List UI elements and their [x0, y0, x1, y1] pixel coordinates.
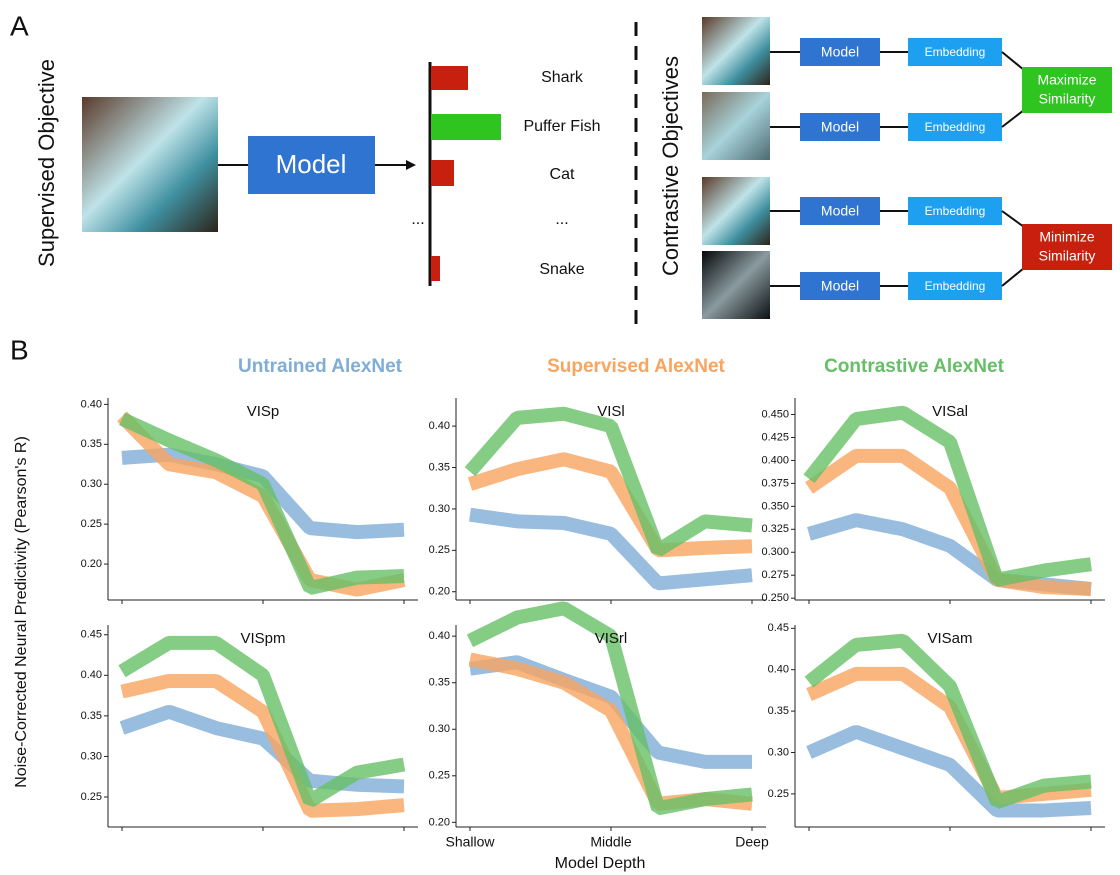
y-tick-label: 0.20	[429, 816, 450, 828]
legend-entry: Contrastive AlexNet	[824, 356, 1005, 377]
minimize-label: Similarity	[1039, 248, 1096, 264]
y-tick-label: 0.35	[81, 710, 102, 722]
contrastive-title: Contrastive Objectives	[658, 56, 683, 276]
y-tick-label: 0.450	[761, 408, 789, 420]
contrastive-rows: Model Embedding Model Embedding Model Embeddi…	[770, 38, 1002, 300]
y-tick-label: 0.45	[768, 622, 789, 634]
y-tick-label: 0.35	[81, 438, 102, 450]
y-tick-label: 0.35	[429, 461, 450, 473]
y-tick-label: 0.40	[429, 630, 450, 642]
y-tick-label: 0.325	[761, 523, 789, 535]
y-tick-label: 0.30	[429, 723, 450, 735]
class-label: Puffer Fish	[523, 118, 600, 135]
minimize-label: Minimize	[1039, 229, 1094, 245]
y-tick-label: 0.45	[81, 629, 102, 641]
y-tick-label: 0.35	[768, 705, 789, 717]
y-tick-label: 0.20	[81, 558, 102, 570]
maximize-label: Maximize	[1037, 72, 1096, 88]
x-axis-label: Model Depth	[555, 855, 646, 872]
chart-title: VISrl	[595, 630, 628, 647]
legend-entry: Untrained AlexNet	[238, 356, 403, 377]
chart-title: VISpm	[240, 630, 285, 647]
connector	[1002, 268, 1024, 286]
chart-title: VISp	[247, 403, 280, 420]
supervised-title: Supervised Objective	[34, 59, 59, 267]
y-tick-label: 0.250	[761, 592, 789, 604]
y-tick-label: 0.30	[81, 750, 102, 762]
y-tick-label: 0.30	[768, 746, 789, 758]
class-bar	[431, 160, 454, 186]
chart-title: VISal	[932, 403, 968, 420]
x-tick-label: Shallow	[445, 834, 495, 850]
y-tick-label: 0.400	[761, 454, 789, 466]
y-tick-label: 0.40	[429, 420, 450, 432]
image	[702, 17, 770, 85]
x-tick-label: Middle	[590, 834, 631, 850]
chart-title: VISam	[927, 630, 972, 647]
class-bar	[431, 66, 468, 90]
embedding-label: Embedding	[925, 204, 986, 218]
y-tick-label: 0.25	[429, 770, 450, 782]
image	[702, 177, 770, 245]
y-tick-label: 0.25	[768, 788, 789, 800]
band-line	[809, 520, 1091, 589]
y-tick-label: 0.30	[429, 503, 450, 515]
y-tick-label: 0.25	[81, 791, 102, 803]
y-tick-label: 0.30	[81, 478, 102, 490]
image	[702, 92, 770, 160]
model-label: Model	[821, 203, 859, 219]
connector	[1002, 211, 1024, 227]
bar-ellipsis: ...	[411, 211, 424, 228]
class-label: Cat	[550, 166, 575, 183]
embedding-label: Embedding	[925, 120, 986, 134]
y-tick-label: 0.300	[761, 546, 789, 558]
y-tick-label: 0.25	[429, 544, 450, 556]
model-label: Model	[821, 278, 859, 294]
connector	[1002, 52, 1024, 70]
x-tick-label: Deep	[735, 834, 769, 850]
y-tick-label: 0.25	[81, 518, 102, 530]
class-label: Shark	[541, 69, 584, 86]
connector	[1002, 110, 1024, 127]
embedding-label: Embedding	[925, 279, 986, 293]
legend-entry: Supervised AlexNet	[547, 356, 725, 377]
y-tick-label: 0.425	[761, 431, 789, 443]
y-tick-label: 0.35	[429, 677, 450, 689]
class-bar	[431, 114, 501, 140]
band-line	[470, 659, 752, 803]
panel-label: B	[10, 334, 29, 365]
y-tick-label: 0.40	[81, 669, 102, 681]
fish-image	[82, 97, 218, 232]
y-axis-label: Noise-Corrected Neural Predictivity (Pea…	[13, 436, 30, 788]
figure: A Supervised Objective Model ... Shark P…	[0, 0, 1120, 875]
class-bar	[431, 256, 440, 281]
y-tick-label: 0.275	[761, 569, 789, 581]
class-label: ...	[555, 211, 568, 228]
image	[702, 251, 770, 319]
maximize-label: Similarity	[1039, 91, 1096, 107]
y-tick-label: 0.350	[761, 500, 789, 512]
model-label: Model	[821, 119, 859, 135]
chart-title: VISl	[597, 403, 625, 420]
arrow-head	[406, 160, 416, 170]
class-label: Snake	[539, 261, 584, 278]
embedding-label: Embedding	[925, 45, 986, 59]
y-tick-label: 0.40	[768, 664, 789, 676]
y-tick-label: 0.40	[81, 398, 102, 410]
y-tick-label: 0.375	[761, 477, 789, 489]
y-tick-label: 0.20	[429, 586, 450, 598]
model-label: Model	[276, 149, 347, 179]
panel-label: A	[10, 10, 29, 41]
model-label: Model	[821, 44, 859, 60]
